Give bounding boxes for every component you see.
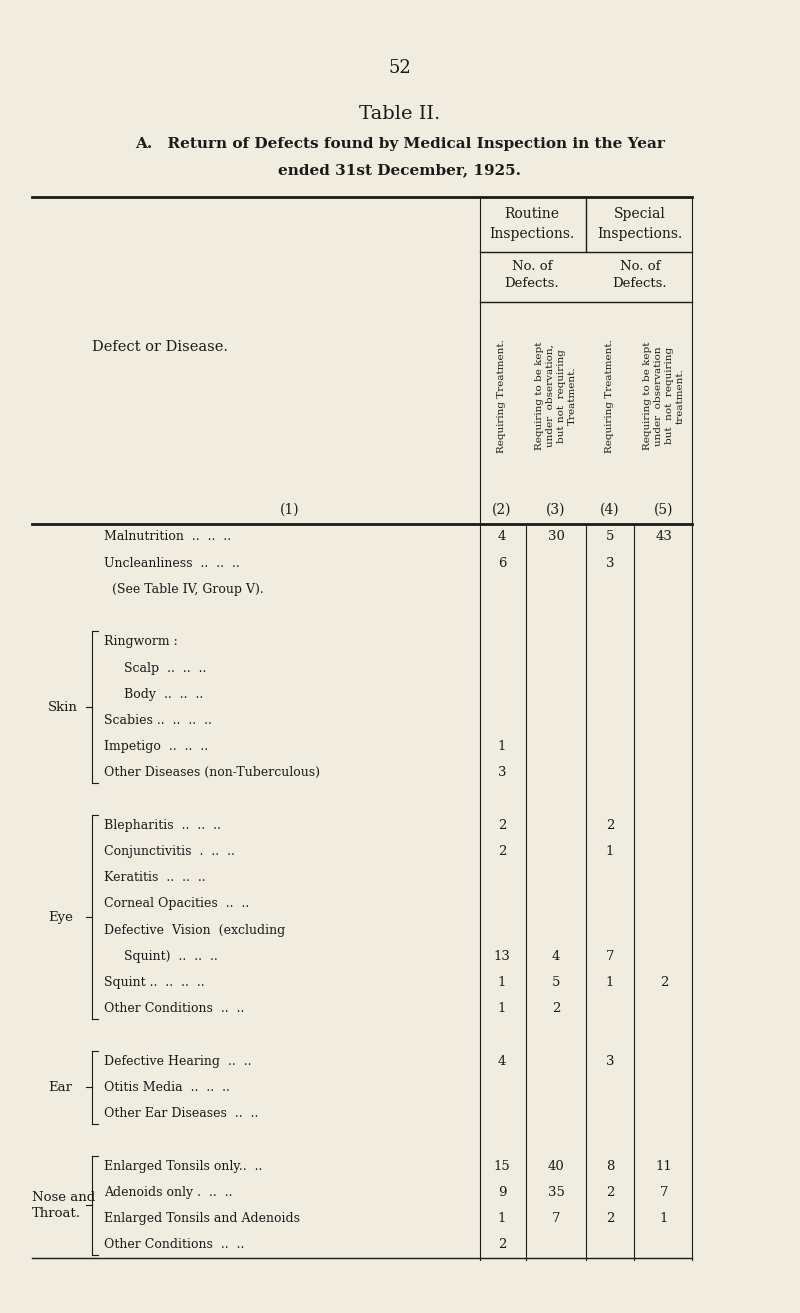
- Text: 35: 35: [547, 1186, 565, 1199]
- Text: Conjunctivitis  .  ..  ..: Conjunctivitis . .. ..: [104, 846, 235, 859]
- Text: (2): (2): [492, 503, 512, 517]
- Text: 1: 1: [498, 1212, 506, 1225]
- Text: Keratitis  ..  ..  ..: Keratitis .. .. ..: [104, 872, 206, 884]
- Text: (1): (1): [280, 503, 300, 517]
- Text: 1: 1: [498, 741, 506, 754]
- Text: 7: 7: [660, 1186, 668, 1199]
- Text: Ringworm :: Ringworm :: [104, 635, 178, 649]
- Text: (4): (4): [600, 503, 620, 517]
- Text: ended 31st December, 1925.: ended 31st December, 1925.: [278, 163, 522, 177]
- Text: Other Diseases (non-Tuberculous): Other Diseases (non-Tuberculous): [104, 767, 320, 780]
- Text: 7: 7: [552, 1212, 560, 1225]
- Text: Uncleanliness  ..  ..  ..: Uncleanliness .. .. ..: [104, 557, 240, 570]
- Text: 1: 1: [498, 1002, 506, 1015]
- Text: Otitis Media  ..  ..  ..: Otitis Media .. .. ..: [104, 1081, 230, 1094]
- Text: 2: 2: [606, 1186, 614, 1199]
- Text: 2: 2: [660, 976, 668, 989]
- Text: 4: 4: [498, 1054, 506, 1067]
- Text: Routine
Inspections.: Routine Inspections.: [490, 207, 574, 242]
- Text: Special
Inspections.: Special Inspections.: [598, 207, 682, 242]
- Text: Other Ear Diseases  ..  ..: Other Ear Diseases .. ..: [104, 1107, 258, 1120]
- Text: Requiring to be kept
under  observation
but  not  requiring
treatment.: Requiring to be kept under observation b…: [643, 341, 685, 450]
- Text: Eye: Eye: [48, 911, 73, 923]
- Text: (5): (5): [654, 503, 674, 517]
- Text: 2: 2: [552, 1002, 560, 1015]
- Text: No. of
Defects.: No. of Defects.: [613, 260, 667, 290]
- Text: 3: 3: [498, 767, 506, 780]
- Text: 5: 5: [552, 976, 560, 989]
- Text: Table II.: Table II.: [359, 105, 441, 123]
- Text: Nose and
Throat.: Nose and Throat.: [32, 1191, 95, 1220]
- Text: Impetigo  ..  ..  ..: Impetigo .. .. ..: [104, 741, 208, 754]
- Text: Adenoids only .  ..  ..: Adenoids only . .. ..: [104, 1186, 233, 1199]
- Text: Squint ..  ..  ..  ..: Squint .. .. .. ..: [104, 976, 205, 989]
- Text: Other Conditions  ..  ..: Other Conditions .. ..: [104, 1238, 244, 1251]
- Text: 1: 1: [498, 976, 506, 989]
- Text: Skin: Skin: [48, 701, 78, 714]
- Text: Scalp  ..  ..  ..: Scalp .. .. ..: [124, 662, 206, 675]
- Text: Requiring to be kept
under  observation,
but not  requiring
Treatment.: Requiring to be kept under observation, …: [535, 341, 577, 450]
- Text: 5: 5: [606, 530, 614, 544]
- Text: Enlarged Tonsils only..  ..: Enlarged Tonsils only.. ..: [104, 1159, 262, 1173]
- Text: 1: 1: [606, 976, 614, 989]
- Text: No. of
Defects.: No. of Defects.: [505, 260, 559, 290]
- Text: Squint)  ..  ..  ..: Squint) .. .. ..: [124, 949, 218, 962]
- Text: 6: 6: [498, 557, 506, 570]
- Text: Defect or Disease.: Defect or Disease.: [92, 340, 228, 355]
- Text: Enlarged Tonsils and Adenoids: Enlarged Tonsils and Adenoids: [104, 1212, 300, 1225]
- Text: Defective  Vision  (excluding: Defective Vision (excluding: [104, 923, 286, 936]
- Text: 2: 2: [606, 1212, 614, 1225]
- Text: Scabies ..  ..  ..  ..: Scabies .. .. .. ..: [104, 714, 212, 727]
- Text: 40: 40: [548, 1159, 564, 1173]
- Text: 2: 2: [498, 1238, 506, 1251]
- Text: 1: 1: [660, 1212, 668, 1225]
- Text: 15: 15: [494, 1159, 510, 1173]
- Text: 11: 11: [656, 1159, 672, 1173]
- Text: Requiring Treatment.: Requiring Treatment.: [606, 339, 614, 453]
- Text: 2: 2: [498, 819, 506, 832]
- Text: 2: 2: [498, 846, 506, 859]
- Text: Ear: Ear: [48, 1081, 72, 1094]
- Text: 43: 43: [655, 530, 673, 544]
- Text: 4: 4: [498, 530, 506, 544]
- Text: 3: 3: [606, 557, 614, 570]
- Text: 1: 1: [606, 846, 614, 859]
- Text: 8: 8: [606, 1159, 614, 1173]
- Text: Defective Hearing  ..  ..: Defective Hearing .. ..: [104, 1054, 251, 1067]
- Text: 52: 52: [389, 59, 411, 77]
- Text: 13: 13: [494, 949, 510, 962]
- Text: Requiring Treatment.: Requiring Treatment.: [498, 339, 506, 453]
- Text: 30: 30: [547, 530, 565, 544]
- Text: Body  ..  ..  ..: Body .. .. ..: [124, 688, 203, 701]
- Text: Corneal Opacities  ..  ..: Corneal Opacities .. ..: [104, 898, 250, 910]
- Text: 7: 7: [606, 949, 614, 962]
- Text: Other Conditions  ..  ..: Other Conditions .. ..: [104, 1002, 244, 1015]
- Text: (See Table IV, Group V).: (See Table IV, Group V).: [104, 583, 264, 596]
- Text: A. Return of Defects found by Medical Inspection in the Year: A. Return of Defects found by Medical In…: [135, 137, 665, 151]
- Text: 3: 3: [606, 1054, 614, 1067]
- Text: 9: 9: [498, 1186, 506, 1199]
- Text: 2: 2: [606, 819, 614, 832]
- Text: Blepharitis  ..  ..  ..: Blepharitis .. .. ..: [104, 819, 221, 832]
- Text: Malnutrition  ..  ..  ..: Malnutrition .. .. ..: [104, 530, 231, 544]
- Text: (3): (3): [546, 503, 566, 517]
- Text: 4: 4: [552, 949, 560, 962]
